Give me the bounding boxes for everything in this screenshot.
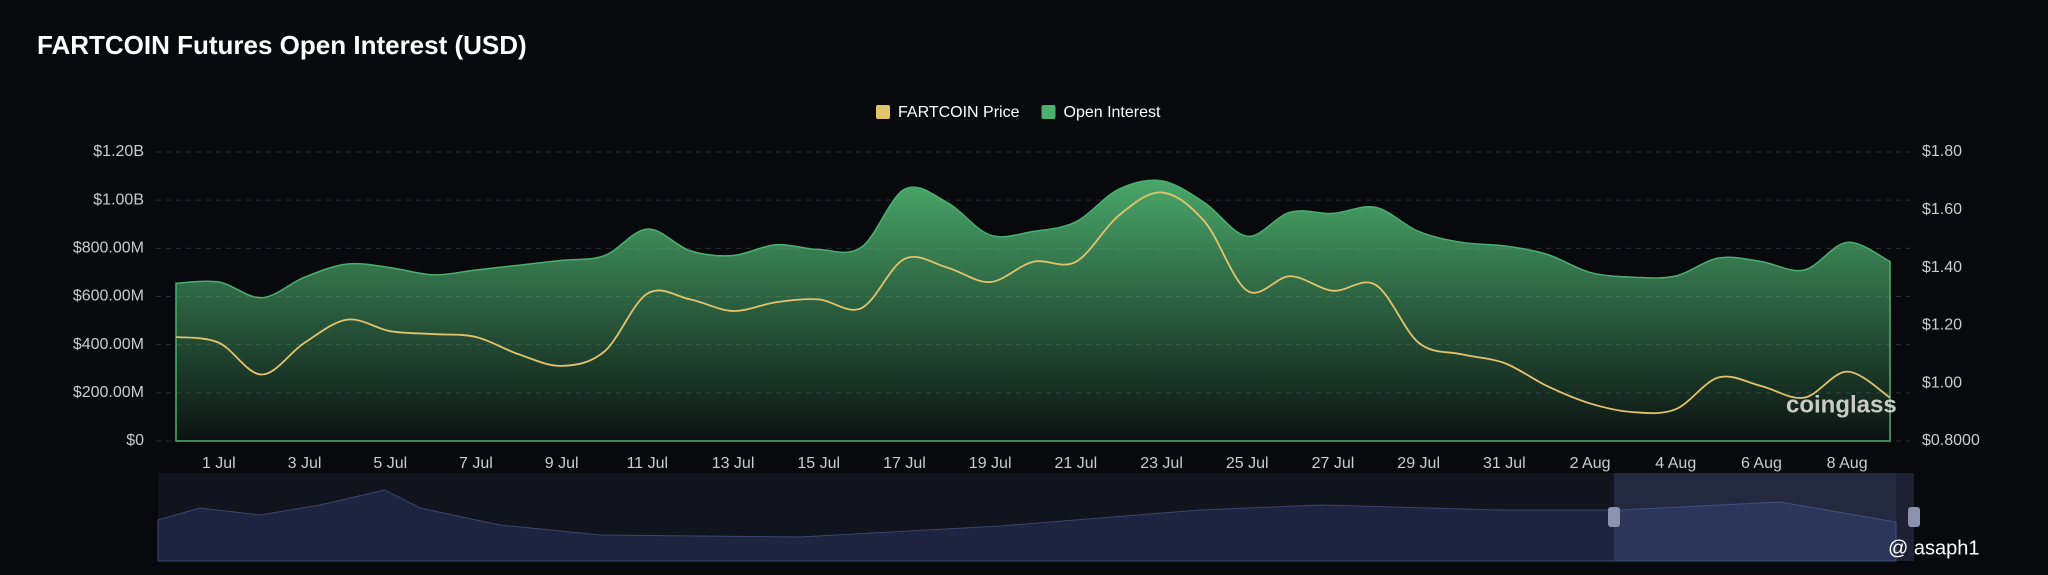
navigator-area: [157, 489, 1897, 562]
y2-tick-label: $1.40: [1922, 259, 1962, 276]
x-tick-label: 29 Jul: [1397, 455, 1440, 472]
x-tick-label: 4 Aug: [1655, 455, 1696, 472]
plot: $0 $200.00M $400.00M $600.00M $800.00M $1.00B…: [73, 143, 1980, 472]
price-line: [175, 191, 1891, 415]
x-tick-label: 15 Jul: [797, 455, 840, 472]
y2-tick-label: $1.20: [1922, 317, 1962, 334]
chart-title: FARTCOIN Futures Open Interest (USD): [37, 30, 527, 60]
navigator-handle[interactable]: [1908, 507, 1920, 527]
navigator: [157, 473, 1920, 562]
x-tick-label: 11 Jul: [627, 455, 669, 472]
x-tick-label: 17 Jul: [883, 455, 926, 472]
y-tick-label: $1.00B: [93, 191, 144, 208]
y-tick-label: $600.00M: [73, 288, 144, 305]
navigator-selection[interactable]: [1614, 473, 1914, 561]
x-tick-label: 5 Jul: [373, 455, 407, 472]
x-tick-label: 21 Jul: [1054, 455, 1097, 472]
x-tick-label: 9 Jul: [545, 455, 579, 472]
y2-tick-label: $1.00: [1922, 374, 1962, 391]
legend-swatch: [876, 105, 890, 119]
y-tick-label: $400.00M: [73, 336, 144, 353]
x-tick-label: 2 Aug: [1570, 455, 1611, 472]
x-tick-label: 1 Jul: [202, 455, 236, 472]
y-tick-label: $200.00M: [73, 384, 144, 401]
x-tick-label: 19 Jul: [969, 455, 1012, 472]
x-tick-label: 23 Jul: [1140, 455, 1183, 472]
y2-tick-label: $1.80: [1922, 143, 1962, 160]
oi-area: [175, 179, 1891, 442]
navigator-handle[interactable]: [1608, 507, 1620, 527]
x-tick-label: 31 Jul: [1483, 455, 1526, 472]
x-tick-label: 6 Aug: [1741, 455, 1782, 472]
x-tick-label: 3 Jul: [288, 455, 322, 472]
legend-label: FARTCOIN Price: [898, 104, 1020, 121]
y2-tick-label: $0.8000: [1922, 432, 1980, 449]
legend-swatch: [1041, 105, 1056, 119]
x-tick-label: 7 Jul: [459, 455, 493, 472]
legend: FARTCOIN Price Open Interest: [876, 104, 1161, 121]
legend-label: Open Interest: [1064, 104, 1162, 121]
x-tick-label: 13 Jul: [712, 455, 755, 472]
x-tick-label: 8 Aug: [1827, 455, 1868, 472]
x-tick-label: 27 Jul: [1312, 455, 1355, 472]
y2-tick-label: $1.60: [1922, 201, 1962, 218]
y-tick-label: $0: [126, 432, 144, 449]
y-tick-label: $1.20B: [93, 143, 144, 160]
credit: @ asaph1: [1888, 537, 1979, 559]
watermark: coinglass: [1786, 391, 1897, 418]
y-tick-label: $800.00M: [73, 240, 144, 257]
x-tick-label: 25 Jul: [1226, 455, 1269, 472]
